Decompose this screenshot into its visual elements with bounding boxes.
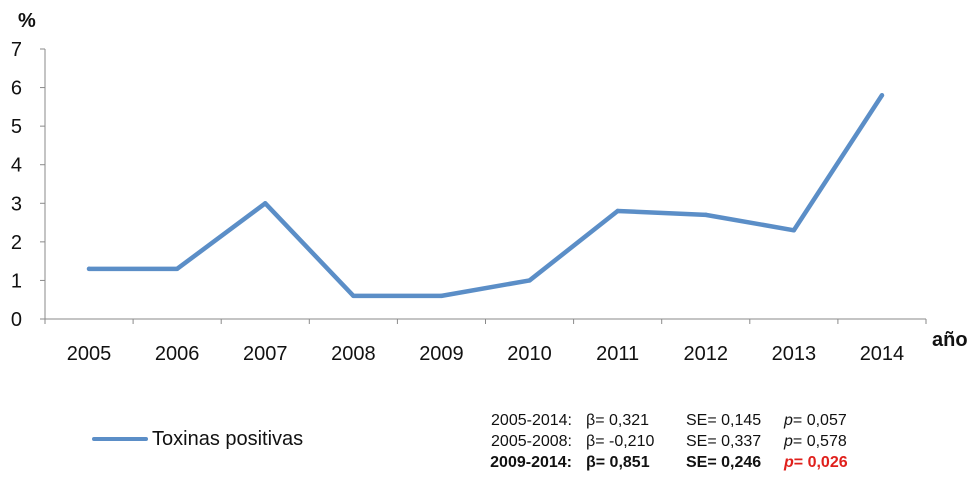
y-axis-unit-label: %: [18, 10, 36, 32]
data-point: [791, 228, 797, 233]
stats-period: 2009-2014:: [490, 454, 572, 471]
data-point: [86, 266, 92, 272]
stats-row: 2005-2014: β= 0,321 SE= 0,145 p= 0,057: [440, 410, 884, 431]
series-group: [86, 93, 885, 299]
legend-line-swatch: [92, 437, 148, 441]
x-tick-label: 2012: [684, 343, 729, 365]
stats-p-number: = 0,026: [793, 454, 848, 471]
y-tick-label: 2: [11, 232, 22, 254]
stats-se: SE= 0,337: [686, 433, 762, 450]
data-point: [615, 208, 620, 214]
stats-p-label: p: [784, 412, 793, 429]
stats-period: 2005-2008:: [491, 433, 572, 450]
y-tick-label: 7: [11, 39, 22, 61]
legend-label: Toxinas positivas: [152, 427, 304, 450]
stats-p-number: = 0,578: [792, 433, 847, 450]
x-tick-label: 2005: [67, 343, 112, 365]
stats-p-value: p= 0,057: [784, 410, 884, 431]
y-tick-label: 0: [11, 309, 22, 331]
data-point: [879, 93, 885, 98]
x-axis-unit-label: año: [932, 329, 968, 351]
data-point: [439, 293, 444, 299]
x-tick-label: 2008: [331, 343, 376, 365]
stats-p-value: p= 0,026: [784, 452, 884, 473]
axes: [44, 49, 926, 320]
stats-se: SE= 0,246: [686, 454, 762, 471]
x-tick-label: 2006: [155, 343, 200, 365]
stats-beta: β= -0,210: [586, 433, 655, 450]
stats-row: 2005-2008: β= -0,210 SE= 0,337 p= 0,578: [440, 431, 884, 452]
stats-beta: β= 0,851: [586, 454, 650, 471]
y-axis-ticks: 0 1 2 3 4 5 6 7: [11, 39, 45, 331]
stats-p-label: p: [784, 454, 794, 471]
x-tick-label: 2014: [860, 343, 905, 365]
stats-period: 2005-2014:: [491, 412, 572, 429]
data-point: [527, 278, 532, 283]
data-point: [263, 201, 268, 206]
x-tick-label: 2010: [507, 343, 552, 365]
y-tick-label: 5: [11, 116, 22, 138]
legend: Toxinas positivas: [92, 425, 303, 453]
stats-se: SE= 0,145: [686, 412, 762, 429]
x-tick-label: 2011: [596, 343, 639, 365]
x-tick-label: 2007: [243, 343, 288, 365]
regression-stats: 2005-2014: β= 0,321 SE= 0,145 p= 0,057 2005-…: [440, 410, 884, 473]
y-tick-label: 3: [11, 193, 22, 215]
y-tick-label: 1: [11, 270, 22, 292]
stats-p-number: = 0,057: [792, 412, 847, 429]
stats-row: 2009-2014: β= 0,851 SE= 0,246 p= 0,026: [440, 452, 884, 473]
data-point: [174, 266, 180, 272]
series-line: [86, 93, 885, 299]
y-tick-label: 4: [11, 155, 22, 177]
data-point: [703, 212, 708, 218]
y-tick-label: 6: [11, 78, 22, 100]
stats-beta: β= 0,321: [586, 412, 650, 429]
stats-p-value: p= 0,578: [784, 431, 884, 452]
x-tick-label: 2013: [772, 343, 817, 365]
x-axis-ticks: 2005 2006 2007 2008 2009 2010 2011 2012 2013 2014: [44, 319, 927, 365]
stats-p-label: p: [784, 433, 793, 450]
data-point: [351, 293, 356, 299]
x-tick-label: 2009: [419, 343, 464, 365]
